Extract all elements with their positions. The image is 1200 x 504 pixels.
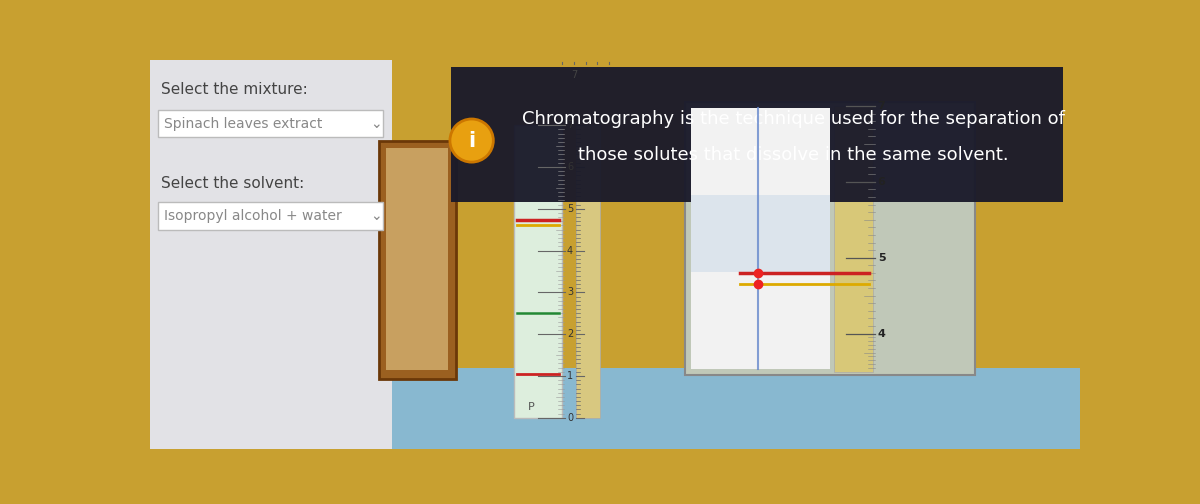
Text: 6: 6 [877,177,886,187]
Text: 2: 2 [566,329,574,339]
Text: 5: 5 [877,253,886,263]
Text: 7: 7 [566,120,574,130]
Bar [379,141,456,380]
Text: 5: 5 [566,204,574,214]
Text: 3: 3 [566,287,574,297]
Text: Select the solvent:: Select the solvent: [161,176,304,191]
Bar [157,202,383,230]
Bar [451,68,1063,202]
Bar [834,106,874,371]
Bar [515,125,563,418]
Text: Chromatography is the technique used for the separation of: Chromatography is the technique used for… [522,109,1064,128]
Text: Spinach leaves extract: Spinach leaves extract [164,116,323,131]
Bar [386,148,449,370]
Text: 4: 4 [566,245,574,256]
Text: i: i [468,131,475,151]
Text: Isopropyl alcohol + water: Isopropyl alcohol + water [164,209,342,223]
Text: 0: 0 [566,413,574,423]
Text: Select the mixture:: Select the mixture: [161,82,307,97]
Text: ⌄: ⌄ [371,209,382,223]
Text: P: P [528,402,534,412]
Bar [685,102,976,375]
Text: ⌄: ⌄ [371,116,382,131]
Bar [576,125,600,418]
Bar [150,60,391,449]
Text: 4: 4 [877,329,886,339]
Bar [391,368,1080,449]
Text: 7: 7 [877,101,886,111]
Text: those solutes that dissolve in the same solvent.: those solutes that dissolve in the same … [578,146,1009,164]
Text: 7: 7 [571,70,577,80]
Bar [157,110,383,138]
Circle shape [450,119,493,162]
Bar [691,195,830,272]
Text: 6: 6 [566,162,574,172]
Text: 1: 1 [566,371,574,381]
Bar [691,108,830,369]
